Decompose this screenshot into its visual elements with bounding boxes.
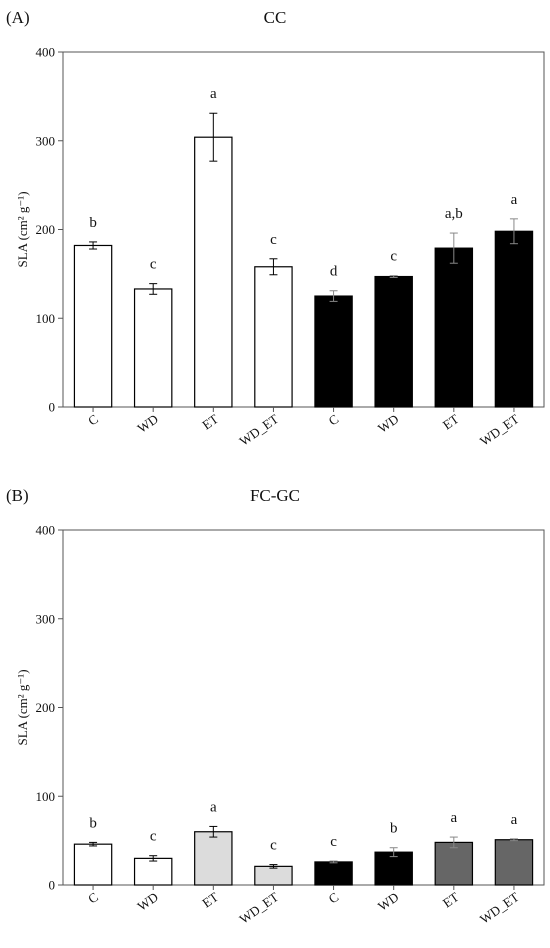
bar xyxy=(494,230,534,408)
bar xyxy=(314,861,353,886)
significance-letter: c xyxy=(270,838,277,854)
chart-title: FC-GC xyxy=(249,486,301,505)
category-label: WD_ET xyxy=(236,889,281,927)
chart-title: CC xyxy=(263,8,287,27)
bar xyxy=(434,841,474,886)
chart-svg-a: 0 100 200 300 400 SLA (cm² g⁻¹) b Cc WD a ET c WD_ET… xyxy=(15,45,545,449)
panel-label: (A) xyxy=(6,8,30,27)
bar xyxy=(494,839,534,886)
significance-letter: c xyxy=(390,249,397,265)
bar xyxy=(133,288,173,408)
category-label: ET xyxy=(199,889,221,910)
category-label: ET xyxy=(440,411,462,432)
y-axis-label: SLA (cm² g⁻¹) xyxy=(15,191,30,267)
category-label: ET xyxy=(440,889,462,910)
significance-letter: c xyxy=(150,829,157,845)
category-label: C xyxy=(326,411,342,428)
category-label: C xyxy=(85,411,101,428)
bar xyxy=(374,275,413,408)
significance-letter: c xyxy=(330,834,337,850)
y-tick-label: 400 xyxy=(36,45,56,60)
category-label: WD xyxy=(135,889,161,914)
significance-letter: c xyxy=(150,257,157,273)
category-label: WD_ET xyxy=(477,889,522,927)
bar xyxy=(314,295,353,408)
significance-letter: d xyxy=(330,264,338,280)
y-tick-label: 0 xyxy=(49,400,56,415)
category-label: WD_ET xyxy=(236,411,281,449)
bar xyxy=(374,851,413,886)
category-label: WD xyxy=(375,411,401,436)
bar xyxy=(254,266,293,408)
significance-letter: b xyxy=(390,821,398,837)
y-tick-label: 200 xyxy=(36,222,56,237)
category-label: ET xyxy=(199,411,221,432)
category-label: WD xyxy=(135,411,161,436)
chart-svg-b: 0 100 200 300 400 SLA (cm² g⁻¹) b Cc WD a ET c WD_ET… xyxy=(15,523,545,927)
category-label: C xyxy=(326,889,342,906)
bar xyxy=(254,865,293,886)
category-label: WD_ET xyxy=(477,411,522,449)
y-tick-label: 200 xyxy=(36,700,56,715)
y-axis-label: SLA (cm² g⁻¹) xyxy=(15,669,30,745)
category-label: C xyxy=(85,889,101,906)
panel-label: (B) xyxy=(6,486,29,505)
significance-letter: b xyxy=(89,815,97,831)
significance-letter: a xyxy=(450,810,457,826)
bar xyxy=(73,843,113,886)
bar xyxy=(194,831,233,886)
y-tick-label: 400 xyxy=(36,523,56,538)
significance-letter: a xyxy=(210,86,217,102)
bar xyxy=(133,857,173,886)
y-tick-label: 100 xyxy=(36,789,56,804)
significance-letter: a,b xyxy=(445,206,463,222)
bar xyxy=(194,136,233,408)
category-label: WD xyxy=(375,889,401,914)
bar xyxy=(73,244,113,408)
significance-letter: a xyxy=(511,192,518,208)
significance-letter: a xyxy=(511,812,518,828)
y-tick-label: 300 xyxy=(36,133,56,148)
significance-letter: a xyxy=(210,799,217,815)
significance-letter: b xyxy=(89,215,97,231)
bar xyxy=(434,247,474,408)
y-tick-label: 0 xyxy=(49,878,56,893)
y-tick-label: 300 xyxy=(36,611,56,626)
significance-letter: c xyxy=(270,232,277,248)
plot-frame xyxy=(62,529,545,886)
y-tick-label: 100 xyxy=(36,311,56,326)
